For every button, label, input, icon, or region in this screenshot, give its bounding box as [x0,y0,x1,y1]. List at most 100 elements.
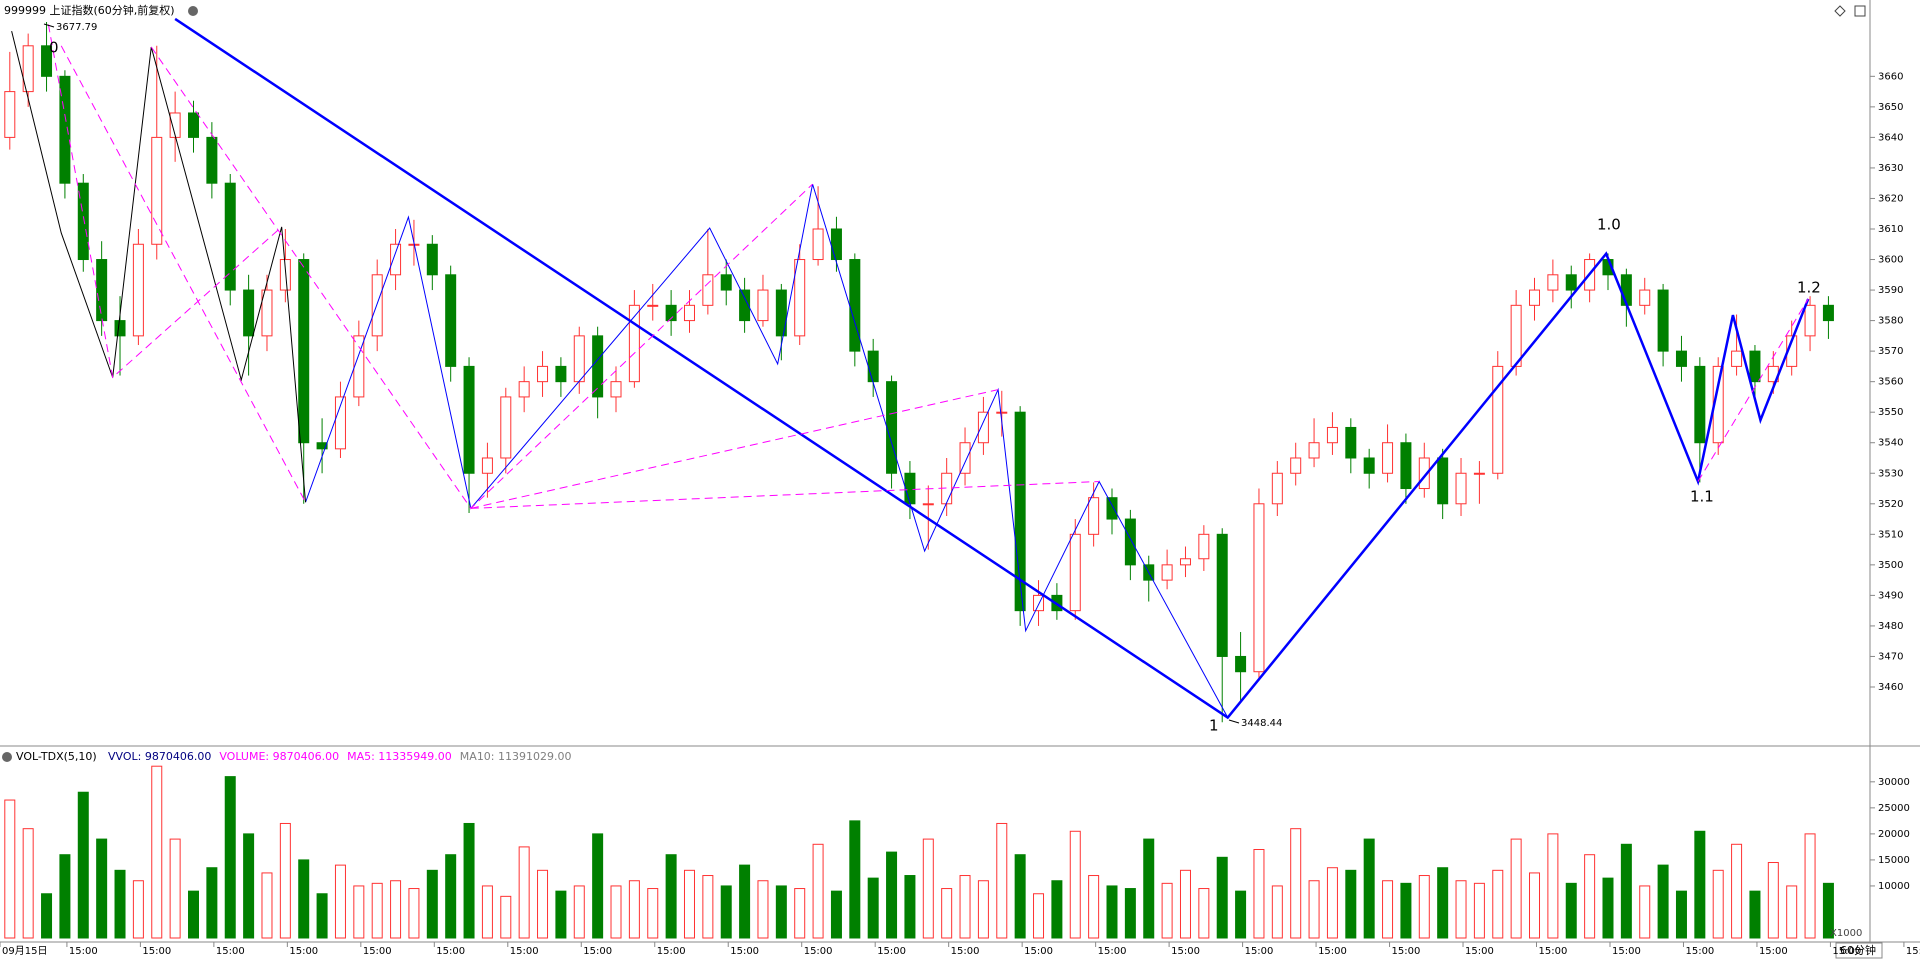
candle-body [1675,350,1687,367]
volume-bar [1547,833,1559,939]
y-tick-label: 3480 [1878,621,1903,632]
volume-bar [132,880,144,939]
volume-stat: MA5: 11335949.00 [347,750,452,763]
wave-label: 0 [49,39,59,57]
candle-body [1804,304,1816,337]
wave-line [470,481,1100,509]
volume-bar [1804,833,1816,939]
y-tick-label: 20000 [1878,829,1910,840]
icon-diamond[interactable] [1834,5,1846,17]
volume-panel: 10000 15000 20000 25000 30000 [4,765,1910,939]
volume-bar [206,867,218,939]
volume-bar [77,791,89,939]
candle-body [1235,655,1247,673]
volume-bar [1124,888,1136,939]
x-tick-label: 15:00 [363,946,392,957]
wave-line [47,24,283,379]
candle-body [1179,558,1191,566]
candle-body [1749,350,1761,383]
volume-bar [1455,880,1467,939]
volume-bar [1639,885,1651,939]
volume-bar [1161,882,1173,939]
x-tick-label: 15:00 [216,946,245,957]
volume-bar [977,880,989,939]
candle-body [757,289,769,322]
icon-window[interactable] [1854,5,1866,17]
title-menu-icon[interactable] [188,6,198,16]
volume-bar [1014,854,1026,939]
x-tick-label: 15:00 [877,946,906,957]
y-tick-label: 3460 [1878,682,1903,693]
price-panel: 3460 3470 3480 3490 3500 3510 3520 3530 3540 3550… [4,17,1903,723]
volume-bar [904,875,916,939]
chart-title: 999999 上证指数(60分钟,前复权) [4,3,175,17]
y-tick-label: 3660 [1878,71,1903,82]
volume-bar [1786,885,1798,939]
volume-bar [830,890,842,939]
volume-bar [243,833,255,939]
candle-body [390,243,402,276]
volume-bar [169,838,181,939]
volume-bar [224,776,236,939]
x-tick-label: 15:00 [951,946,980,957]
volume-bar [334,864,346,939]
volume-bar [298,859,310,939]
volume-bar [500,895,512,939]
volume-bar [592,833,604,939]
volume-bar [1602,877,1614,939]
x-tick-label: 15:00 [657,946,686,957]
candle-body [592,335,604,398]
period-box[interactable] [1835,942,1883,959]
candle-body [1198,533,1210,560]
volume-bar [463,822,475,939]
volume-bar [537,869,549,939]
y-tick-label: 3600 [1878,255,1903,266]
volume-bar [1088,875,1100,939]
candle-body [518,381,530,398]
volume-bar [757,880,769,939]
candle-body [610,381,622,398]
candle-body [647,304,659,307]
candle-body [573,335,585,383]
volume-bar [812,843,824,939]
x-tick-label: 15:00 [1906,946,1920,957]
candle-body [243,289,255,337]
x-tick-label: 15:00 [1832,946,1861,957]
volume-bar [481,885,493,939]
x-tick-label: 15:00 [1318,946,1347,957]
volume-bar [1620,843,1632,939]
y-tick-label: 30000 [1878,777,1910,788]
candle-body [1308,442,1320,459]
candle-body [1657,289,1669,352]
volume-bar [1345,869,1357,939]
volume-bar [996,822,1008,939]
candle-body [1345,426,1357,459]
volume-bar [316,893,328,939]
x-tick-label: 15:00 [289,946,318,957]
volume-bar [1675,890,1687,939]
wave-label: 1.1 [1690,488,1714,506]
x-tick-label: 15:00 [1245,946,1274,957]
candle-body [555,365,567,383]
volume-bar [941,888,953,939]
wave-line [1697,298,1809,482]
candle-body [371,274,383,337]
candle-body [867,350,879,383]
volume-bar [96,838,108,939]
x-tick-label: 15:00 [1612,946,1641,957]
volume-bar [959,875,971,939]
candle-body [1529,289,1541,306]
volume-bar [1749,890,1761,939]
candle-body [1033,594,1045,612]
volume-stat: VVOL: 9870406.00 [108,750,211,763]
volume-bar [445,854,457,939]
candle-body [1382,442,1394,474]
indicator-menu-icon[interactable] [2,752,12,762]
candle-body [1731,350,1743,367]
volume-bar [279,822,291,939]
volume-bar [1418,875,1430,939]
candle-body [886,381,898,474]
volume-bar [408,888,420,939]
y-tick-label: 3560 [1878,377,1903,388]
